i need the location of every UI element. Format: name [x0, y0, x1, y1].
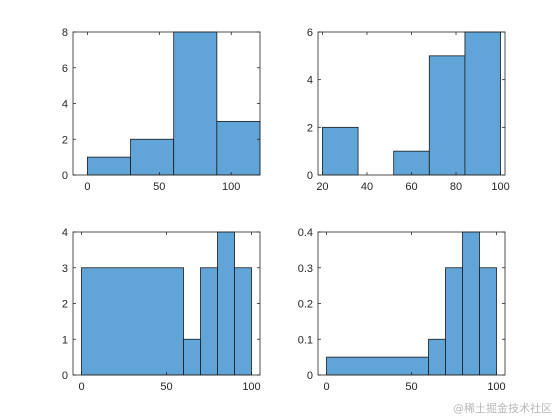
histogram-bar [173, 31, 218, 176]
y-tick-label: 2 [307, 122, 313, 134]
histogram-bar [445, 267, 463, 376]
x-tick-label: 50 [160, 381, 172, 393]
y-tick-label: 3 [62, 263, 68, 275]
histogram-panel-bottom-left: 0 50 100 0 1 2 3 4 [62, 227, 261, 393]
y-tick-label: 2 [62, 134, 68, 146]
histogram-panel-bottom-right: 0 50 100 0 0.1 0.2 0.3 0.4 [298, 227, 506, 393]
histogram-bar [479, 267, 497, 376]
x-tick-label: 0 [78, 381, 84, 393]
histogram-bar [130, 138, 175, 176]
histogram-bar [217, 231, 235, 376]
x-tick-label: 100 [242, 381, 260, 393]
x-tick-label: 50 [153, 181, 165, 193]
y-tick-label: 8 [62, 27, 68, 39]
y-tick-label: 0.3 [298, 263, 313, 275]
histogram-bar [326, 356, 429, 376]
histogram-bar [216, 120, 261, 176]
histogram-bar [464, 31, 501, 176]
x-tick-label: 0 [84, 181, 90, 193]
histogram-bar [322, 126, 359, 176]
y-tick-label: 4 [62, 227, 68, 239]
y-tick-label: 2 [62, 299, 68, 311]
x-tick-label: 20 [316, 181, 328, 193]
y-tick-label: 4 [307, 75, 313, 87]
histogram-bar [428, 55, 466, 176]
histogram-bar [86, 156, 131, 176]
histogram-bar [183, 338, 201, 376]
watermark-text: @稀土掘金技术社区 [453, 402, 552, 415]
y-tick-label: 0 [307, 170, 313, 182]
x-tick-label: 0 [323, 381, 329, 393]
histogram-bar [234, 267, 252, 376]
y-tick-label: 0.2 [298, 299, 313, 311]
y-tick-label: 0.1 [298, 334, 313, 346]
y-tick-label: 0 [307, 370, 313, 382]
histogram-bar [428, 338, 446, 376]
histogram-bar [462, 231, 480, 376]
histogram-bar [81, 267, 184, 376]
y-tick-label: 6 [62, 63, 68, 75]
x-tick-label: 100 [487, 381, 505, 393]
x-tick-label: 40 [361, 181, 373, 193]
histogram-panel-top-left: 0 50 100 0 2 4 6 8 [62, 27, 261, 193]
histogram-bar [200, 267, 218, 376]
y-tick-label: 1 [62, 334, 68, 346]
x-tick-label: 100 [222, 181, 240, 193]
histogram-panel-top-right: 20 40 60 80 100 0 2 4 6 [307, 27, 510, 193]
x-tick-label: 100 [491, 181, 509, 193]
y-tick-label: 0 [62, 370, 68, 382]
y-tick-label: 0 [62, 170, 68, 182]
histogram-bar [393, 150, 430, 176]
y-tick-label: 4 [62, 99, 68, 111]
x-tick-label: 60 [405, 181, 417, 193]
x-tick-label: 80 [450, 181, 462, 193]
x-tick-label: 50 [405, 381, 417, 393]
y-tick-label: 6 [307, 27, 313, 39]
y-tick-label: 0.4 [298, 227, 313, 239]
